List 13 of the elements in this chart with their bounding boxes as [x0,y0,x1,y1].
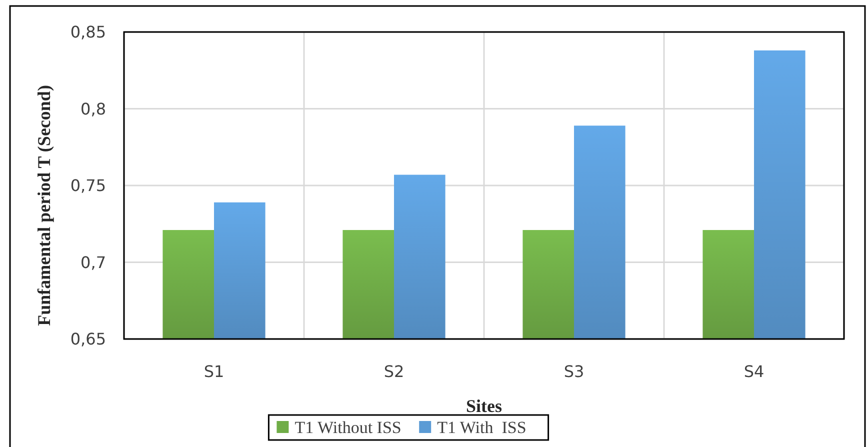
y-tick-label: 0,7 [80,252,106,272]
x-axis-title: Sites [466,396,502,416]
x-tick-label: S3 [564,362,584,381]
legend-label: T1 Without ISS [294,418,402,437]
legend-label: T1 With ISS [437,418,526,437]
y-tick-label: 0,85 [70,22,106,42]
x-tick-label: S2 [384,362,404,381]
y-tick-label: 0,75 [70,176,106,196]
x-tick-label: S1 [204,362,224,381]
y-tick-label: 0,8 [80,99,106,118]
y-axis-title: Funfamental period T (Second) [34,85,54,326]
y-tick-label: 0,65 [70,330,106,349]
x-tick-label: S4 [744,362,764,381]
